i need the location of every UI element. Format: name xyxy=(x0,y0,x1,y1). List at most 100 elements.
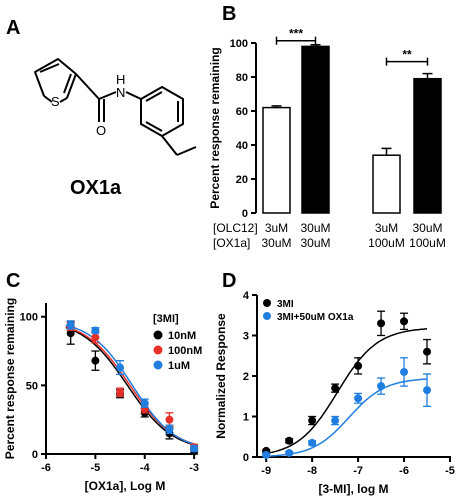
c-data-point xyxy=(91,333,100,342)
d-x-tick-label: -8 xyxy=(307,465,317,477)
b-y-tick-label: 0 xyxy=(242,208,248,220)
d-x-tick-label: -9 xyxy=(261,465,271,477)
b-y-tick-label: 80 xyxy=(236,72,248,84)
c-legend-marker xyxy=(153,345,163,355)
chart-b: 0 20 40 60 80 100 Percent response remaining 3u… xyxy=(208,27,446,250)
c-legend-label: 10nM xyxy=(168,330,196,342)
d-data-point xyxy=(308,416,317,425)
c-data-point xyxy=(165,415,174,424)
n-aryl-bond xyxy=(125,91,142,100)
d-data-point xyxy=(331,416,340,425)
d-y-tick-label: 4 xyxy=(243,290,250,302)
b-significance-label: ** xyxy=(402,48,412,62)
panel-d-letter: D xyxy=(222,270,236,292)
c-data-point xyxy=(140,399,149,408)
c-legend-label: 100nM xyxy=(168,345,202,357)
c-x-tick-label: -3 xyxy=(189,462,199,474)
ethyl-bond-1 xyxy=(161,135,178,156)
c-x-axis-label: [OX1a], Log M xyxy=(85,479,166,493)
c-y-axis-label: Percent response remaining xyxy=(3,298,17,459)
d-data-point xyxy=(354,394,363,403)
d-y-tick-label: 0 xyxy=(243,452,249,464)
d-legend-marker xyxy=(263,299,271,307)
b-olc12-label: 30uM xyxy=(412,221,442,235)
b-olc12-label: 30uM xyxy=(300,221,330,235)
c-data-point xyxy=(91,326,100,335)
panel-a: A S H N O OX1a xyxy=(6,17,197,199)
c-data-point xyxy=(190,444,199,453)
c-y-tick-label: 0 xyxy=(32,449,38,461)
panel-a-letter: A xyxy=(6,17,20,39)
b-y-tick-label: 60 xyxy=(236,106,248,118)
benzene-double-1 xyxy=(145,91,163,102)
d-data-point xyxy=(285,436,294,445)
d-fit-curve xyxy=(263,328,428,455)
panel-d: D 0 1 2 3 4 -9 -8 -7 -6 -5 [3-MI], log M Normalized… xyxy=(214,270,455,496)
d-data-point xyxy=(377,382,386,391)
d-data-point xyxy=(308,438,317,447)
atom-n-label: N xyxy=(116,85,125,100)
b-ox1a-row-label: [OX1a] xyxy=(213,236,250,250)
b-ox1a-label: 30uM xyxy=(261,236,291,250)
b-bar xyxy=(372,154,401,214)
d-data-point xyxy=(377,319,386,328)
s-bond-left xyxy=(43,95,53,103)
b-y-axis-label: Percent response remaining xyxy=(208,47,222,208)
b-olc12-label: 3uM xyxy=(375,221,398,235)
d-x-tick-label: -6 xyxy=(399,465,409,477)
benzene-ring xyxy=(140,86,184,137)
c-y-tick-label: 50 xyxy=(26,380,38,392)
d-legend-label: 3MI+50uM OX1a xyxy=(277,312,354,323)
d-fit-curve xyxy=(263,378,428,458)
d-y-tick-label: 3 xyxy=(243,331,249,343)
c-legend-marker xyxy=(153,360,163,370)
c-legend-label: 1uM xyxy=(168,360,190,372)
d-x-tick-label: -5 xyxy=(445,465,455,477)
panel-b-letter: B xyxy=(222,3,236,25)
d-y-tick-label: 1 xyxy=(243,412,249,424)
c-x-tick-label: -6 xyxy=(41,462,51,474)
b-bar xyxy=(301,45,330,214)
chart-d: 0 1 2 3 4 -9 -8 -7 -6 -5 [3-MI], log M Normalized R… xyxy=(214,290,455,496)
atom-o-label: O xyxy=(96,123,106,138)
b-y-tick-label: 20 xyxy=(236,174,248,186)
b-ox1a-label: 100uM xyxy=(409,236,446,250)
s-bond-right xyxy=(59,97,68,103)
d-data-point xyxy=(400,367,409,376)
b-bar xyxy=(262,106,291,214)
d-legend-marker xyxy=(263,312,271,320)
thiophene-double-bond-2 xyxy=(63,73,72,94)
d-data-point xyxy=(285,448,294,457)
compound-name: OX1a xyxy=(70,177,122,199)
b-bar xyxy=(413,77,442,214)
carbonyl-bond xyxy=(75,73,100,100)
c-fit-curve xyxy=(65,324,197,446)
b-y-tick-label: 40 xyxy=(236,140,248,152)
c-data-point xyxy=(91,356,100,365)
panel-c-letter: C xyxy=(6,270,20,292)
ethyl-bond-2 xyxy=(176,146,197,156)
atom-h-label: H xyxy=(116,72,125,87)
d-y-tick-label: 2 xyxy=(243,371,249,383)
d-data-point xyxy=(423,347,432,356)
panel-c: C 0 50 100 -6 -5 -4 -3 [OX1a], Log M Percent res… xyxy=(3,270,202,493)
b-olc12-label: 3uM xyxy=(265,221,288,235)
d-y-axis-label: Normalized Response xyxy=(214,313,228,439)
c-data-point xyxy=(116,363,125,372)
atom-s-label: S xyxy=(51,94,60,109)
d-x-tick-label: -7 xyxy=(353,465,363,477)
panel-b: B 0 20 40 60 80 100 Percent response remaining… xyxy=(208,3,446,250)
c-legend-title: [3MI] xyxy=(153,313,179,325)
thiophene-ring xyxy=(34,58,77,99)
d-x-axis-label: [3-MI], log M xyxy=(319,482,389,496)
c-data-point xyxy=(66,320,75,329)
b-y-tick-label: 100 xyxy=(230,38,248,50)
c-data-point xyxy=(116,388,125,397)
d-data-point xyxy=(400,317,409,326)
c-y-tick-label: 100 xyxy=(20,312,38,324)
c-legend-marker xyxy=(153,330,163,340)
b-ox1a-label: 30uM xyxy=(300,236,330,250)
c-x-tick-label: -4 xyxy=(140,462,151,474)
d-legend-label: 3MI xyxy=(277,299,294,310)
